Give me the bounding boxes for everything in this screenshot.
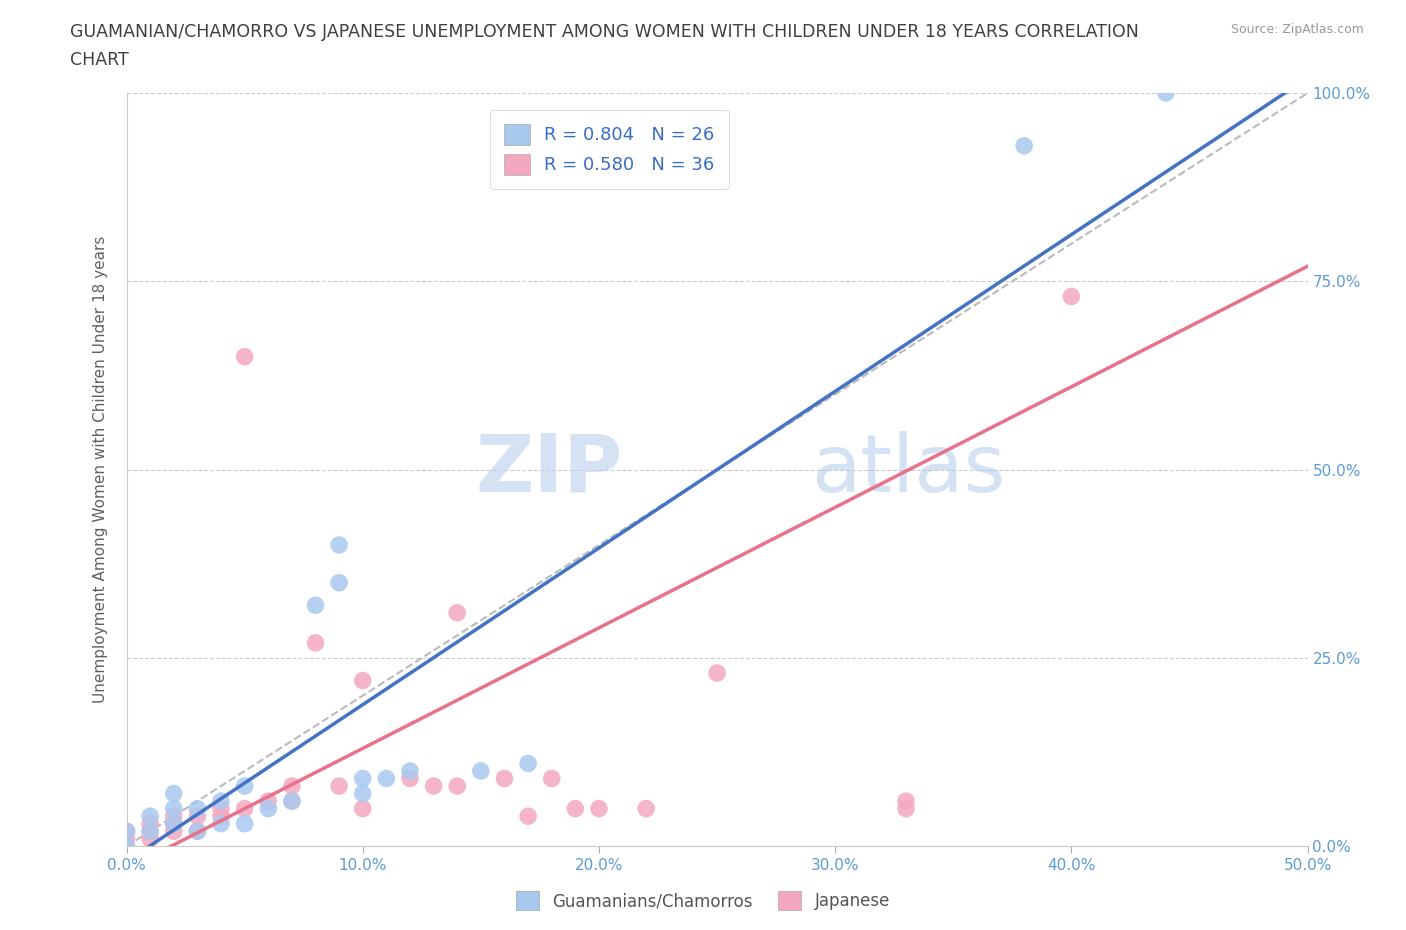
Point	[233, 778, 256, 793]
Legend: Guamanians/Chamorros, Japanese: Guamanians/Chamorros, Japanese	[509, 884, 897, 917]
Point	[1060, 289, 1083, 304]
Point	[115, 839, 138, 854]
Text: CHART: CHART	[70, 51, 129, 69]
Point	[139, 824, 162, 839]
Point	[636, 802, 658, 817]
Point	[163, 786, 186, 801]
Point	[375, 771, 398, 786]
Point	[281, 793, 304, 808]
Point	[139, 824, 162, 839]
Point	[304, 598, 326, 613]
Point	[139, 831, 162, 846]
Point	[470, 764, 492, 778]
Point	[281, 793, 304, 808]
Text: Source: ZipAtlas.com: Source: ZipAtlas.com	[1230, 23, 1364, 36]
Point	[163, 809, 186, 824]
Point	[706, 666, 728, 681]
Point	[446, 778, 468, 793]
Point	[352, 786, 374, 801]
Point	[894, 802, 917, 817]
Point	[163, 802, 186, 817]
Point	[186, 809, 208, 824]
Point	[1012, 139, 1035, 153]
Point	[564, 802, 586, 817]
Point	[209, 809, 232, 824]
Point	[446, 605, 468, 620]
Point	[115, 824, 138, 839]
Point	[399, 771, 422, 786]
Point	[209, 802, 232, 817]
Text: atlas: atlas	[811, 431, 1005, 509]
Point	[588, 802, 610, 817]
Point	[328, 778, 350, 793]
Point	[209, 793, 232, 808]
Point	[233, 817, 256, 831]
Point	[281, 778, 304, 793]
Point	[517, 756, 540, 771]
Text: ZIP: ZIP	[475, 431, 623, 509]
Point	[163, 817, 186, 831]
Point	[494, 771, 516, 786]
Point	[115, 839, 138, 854]
Text: GUAMANIAN/CHAMORRO VS JAPANESE UNEMPLOYMENT AMONG WOMEN WITH CHILDREN UNDER 18 Y: GUAMANIAN/CHAMORRO VS JAPANESE UNEMPLOYM…	[70, 23, 1139, 41]
Point	[115, 824, 138, 839]
Point	[186, 824, 208, 839]
Y-axis label: Unemployment Among Women with Children Under 18 years: Unemployment Among Women with Children U…	[93, 236, 108, 703]
Point	[352, 771, 374, 786]
Point	[186, 802, 208, 817]
Point	[328, 538, 350, 552]
Point	[233, 349, 256, 364]
Point	[399, 764, 422, 778]
Point	[186, 824, 208, 839]
Point	[257, 793, 280, 808]
Point	[163, 824, 186, 839]
Point	[139, 809, 162, 824]
Point	[540, 771, 562, 786]
Point	[352, 802, 374, 817]
Point	[352, 673, 374, 688]
Point	[163, 817, 186, 831]
Point	[304, 635, 326, 650]
Point	[517, 809, 540, 824]
Point	[422, 778, 444, 793]
Point	[139, 817, 162, 831]
Legend: R = 0.804   N = 26, R = 0.580   N = 36: R = 0.804 N = 26, R = 0.580 N = 36	[489, 110, 728, 189]
Point	[209, 817, 232, 831]
Point	[233, 802, 256, 817]
Point	[894, 793, 917, 808]
Point	[328, 575, 350, 591]
Point	[1154, 86, 1177, 100]
Point	[257, 802, 280, 817]
Point	[115, 831, 138, 846]
